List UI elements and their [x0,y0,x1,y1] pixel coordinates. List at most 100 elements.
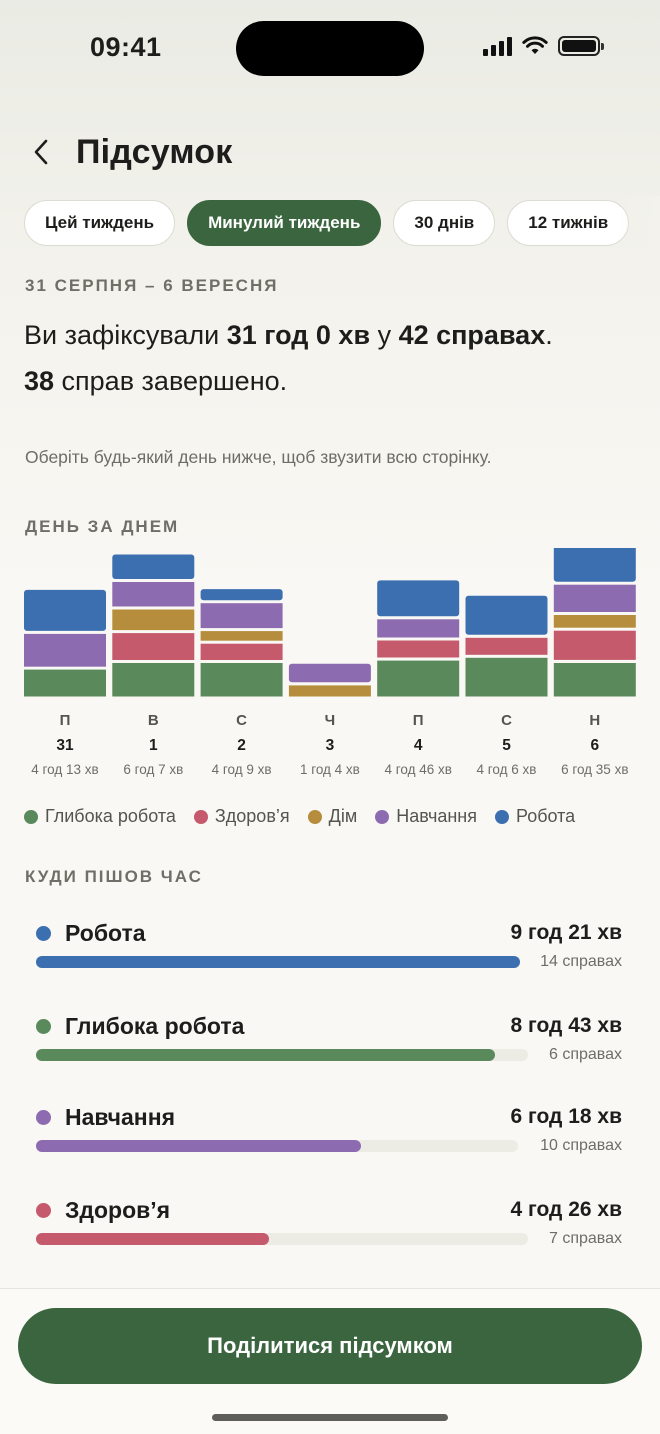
legend-item-home: Дім [307,806,358,827]
legend-label: Робота [515,806,576,826]
bar-segment-deep-work[interactable] [465,657,548,697]
category-progress-track [36,1049,528,1061]
bar-segment-learning[interactable] [553,584,636,612]
bar-segment-home[interactable] [553,615,636,628]
chevron-left-icon [34,139,48,165]
bar-segment-work[interactable] [465,595,548,635]
category-progress-track [36,1140,518,1152]
home-indicator [212,1414,448,1421]
day-label[interactable]: Н [589,712,600,729]
day-total-label: 4 год 6 хв [477,762,537,777]
bar-segment-learning[interactable] [200,603,283,629]
legend-label: Глибока робота [45,806,176,826]
category-name: Навчання [65,1103,176,1130]
battery-icon [558,36,604,56]
bar-segment-work[interactable] [24,589,106,631]
bar-segment-learning[interactable] [377,619,460,638]
category-time: 6 год 18 хв [510,1105,622,1128]
category-time: 8 год 43 хв [510,1014,622,1037]
bar-segment-deep-work[interactable] [112,663,195,697]
bar-segment-home[interactable] [200,631,283,641]
category-name: Здоров’я [65,1196,171,1223]
legend-dot [24,809,38,824]
bar-segment-learning[interactable] [24,633,106,667]
status-icons [483,36,604,56]
day-label[interactable]: П [60,712,71,729]
bar-segment-deep-work[interactable] [24,669,106,697]
bar-segment-learning[interactable] [112,582,195,607]
category-count: 6 справах [548,1046,622,1063]
tab-30-days[interactable]: 30 днів [393,200,496,246]
summary-text: Ви зафіксували 31 год 0 хв у 42 справах.… [24,312,634,404]
bar-segment-health[interactable] [377,640,460,658]
day-label[interactable]: Ч [325,712,336,729]
category-progress-fill [36,1140,361,1152]
summary-part: у [370,320,399,350]
date-label[interactable]: 2 [237,737,246,754]
legend-item-deep-work: Глибока робота [24,806,176,827]
wifi-icon [522,36,548,54]
category-progress-fill [36,1049,495,1061]
bottom-divider [0,1288,660,1289]
summary-part: справ завершено. [54,366,288,396]
tab-12-weeks[interactable]: 12 тижнів [507,200,630,246]
day-label[interactable]: С [236,712,247,729]
legend-label: Здоров’я [214,806,290,826]
bar-segment-health[interactable] [200,643,283,660]
bar-segment-health[interactable] [553,630,636,660]
category-row-work[interactable]: Робота 9 год 21 хв 14 справах [36,918,622,971]
bar-segment-home[interactable] [112,609,195,631]
category-progress-track [36,956,520,968]
status-bar: 09:41 [0,0,660,96]
category-progress-fill [36,1233,270,1245]
date-label[interactable]: 1 [149,737,158,754]
day-total-label: 4 год 46 хв [384,762,451,777]
bar-segment-deep-work[interactable] [377,660,460,697]
summary-total-time: 31 год 0 хв [226,320,371,350]
bar-segment-health[interactable] [112,633,195,660]
bar-segment-work[interactable] [112,554,195,580]
category-row-deep-work[interactable]: Глибока робота 8 год 43 хв 6 справах [36,1011,622,1064]
tab-last-week[interactable]: Минулий тиждень [187,200,382,246]
legend-label: Дім [328,806,358,826]
bar-segment-work[interactable] [377,580,460,617]
bar-segment-work[interactable] [553,548,636,582]
bar-segment-deep-work[interactable] [200,663,283,697]
legend-label: Навчання [396,806,477,826]
day-label[interactable]: С [501,712,512,729]
cellular-signal-icon [483,36,512,56]
legend-item-health: Здоров’я [193,806,290,827]
day-total-label: 6 год 7 хв [123,762,183,777]
bar-segment-health[interactable] [465,637,548,655]
day-total-label: 4 год 9 хв [212,762,272,777]
summary-part: Ви зафіксували [24,320,227,350]
hint-text: Оберіть будь-який день нижче, щоб звузит… [25,447,492,467]
daily-stacked-bar-chart: П 31 4 год 13 хв В 1 6 год 7 хв С 2 4 год 9 хв Ч 3… [24,548,636,777]
category-dot [36,1109,51,1125]
time-section-label: КУДИ ПІШОВ ЧАС [25,867,203,886]
bar-segment-work[interactable] [200,589,283,601]
date-label[interactable]: 4 [414,737,423,754]
period-tabs: Цей тиждень Минулий тиждень 30 днів 12 т… [24,200,660,246]
status-time: 09:41 [90,32,162,62]
date-label[interactable]: 5 [502,737,511,754]
bar-segment-learning[interactable] [288,663,371,683]
back-button[interactable] [26,130,56,174]
date-label[interactable]: 6 [590,737,599,754]
bar-segment-deep-work[interactable] [553,663,636,697]
tab-this-week[interactable]: Цей тиждень [24,200,176,246]
share-summary-button[interactable]: Поділитися підсумком [18,1308,642,1384]
day-label[interactable]: П [413,712,424,729]
category-row-health[interactable]: Здоров’я 4 год 26 хв 7 справах [36,1195,622,1248]
day-total-label: 6 год 35 хв [561,762,628,777]
legend-dot [193,809,208,824]
bar-segment-home[interactable] [288,685,371,697]
date-label[interactable]: 31 [56,737,74,754]
summary-completed-count: 38 [24,366,55,396]
daily-section-label: ДЕНЬ ЗА ДНЕМ [25,517,180,536]
category-row-learning[interactable]: Навчання 6 год 18 хв 10 справах [36,1102,622,1155]
category-dot [36,1202,51,1218]
legend-item-work: Робота [494,806,576,827]
date-label[interactable]: 3 [326,737,335,754]
day-label[interactable]: В [148,712,159,729]
